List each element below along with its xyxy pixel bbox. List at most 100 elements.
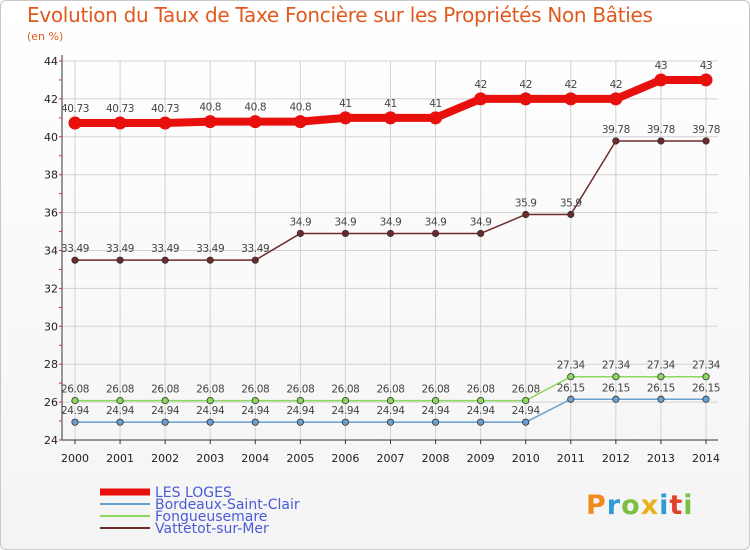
data-label: 40.8: [244, 102, 266, 114]
legend[interactable]: LES LOGESBordeaux-Saint-ClairFongueusema…: [100, 485, 300, 537]
data-point: [71, 396, 79, 405]
axes: 24 26 28 30 32 34 36 38 40 42 44 2000 2001 2002 2003 20…: [44, 55, 720, 465]
data-point: [519, 92, 533, 106]
data-label: 35.9: [560, 197, 582, 209]
data-point: [161, 256, 169, 264]
logo-letter: i: [659, 490, 670, 521]
data-point: [477, 229, 485, 238]
data-point: [116, 396, 124, 405]
data-point: [248, 115, 262, 129]
legend-label: Vattetot-sur-Mer: [155, 521, 269, 537]
data-label: 24.94: [467, 405, 496, 417]
y-tick-label: 40: [44, 131, 58, 144]
gridlines: [62, 60, 718, 441]
data-point: [474, 92, 488, 106]
x-tick-label: 2012: [602, 452, 630, 465]
data-label: 34.9: [425, 216, 447, 228]
data-label: 41: [384, 98, 397, 110]
x-tick-label: 2007: [377, 452, 405, 465]
data-point: [477, 396, 485, 405]
data-point: [429, 111, 443, 125]
data-label: 33.49: [196, 243, 224, 255]
x-tick-label: 2006: [331, 452, 359, 465]
data-point: [522, 396, 530, 405]
y-tick-label: 32: [44, 282, 58, 295]
logo-letter: i: [683, 490, 694, 521]
data-label: 40.8: [289, 102, 311, 114]
data-point: [68, 116, 82, 130]
data-point: [702, 137, 710, 145]
data-label: 41: [339, 98, 352, 110]
data-point: [71, 418, 79, 426]
data-label: 26.08: [196, 384, 224, 396]
data-point: [612, 373, 620, 381]
data-point: [702, 373, 710, 381]
data-label: 35.9: [515, 197, 537, 209]
data-label: 26.08: [376, 384, 404, 396]
data-point: [386, 396, 395, 405]
proxiti-logo: Proxiti: [586, 490, 694, 521]
y-tick-label: 30: [44, 320, 58, 333]
data-point: [567, 373, 575, 381]
data-label: 34.9: [380, 216, 402, 228]
data-label: 34.9: [470, 216, 492, 228]
data-label: 26.08: [286, 384, 314, 396]
data-label: 24.94: [241, 405, 270, 417]
data-label: 39.78: [692, 124, 720, 136]
data-label: 24.94: [422, 405, 451, 417]
data-label: 39.78: [647, 124, 675, 136]
x-tick-label: 2009: [467, 452, 495, 465]
data-label: 43: [700, 60, 713, 72]
data-point: [386, 418, 395, 426]
data-label: 26.08: [422, 384, 450, 396]
logo-letter: o: [621, 490, 641, 521]
data-label: 26.08: [512, 384, 540, 396]
data-label: 26.15: [647, 382, 675, 394]
data-label: 33.49: [61, 243, 89, 255]
logo-letter: x: [640, 490, 660, 521]
data-label: 39.78: [602, 124, 630, 136]
data-label: 26.08: [241, 384, 269, 396]
data-point: [386, 229, 395, 238]
x-tick-label: 2011: [557, 452, 585, 465]
data-point: [206, 418, 214, 426]
data-label: 26.15: [557, 382, 585, 394]
data-label: 27.34: [692, 360, 721, 372]
data-point: [158, 116, 172, 130]
x-tick-label: 2002: [151, 452, 179, 465]
data-point: [699, 73, 713, 87]
x-tick-label: 2005: [286, 452, 314, 465]
legend-label: Bordeaux-Saint-Clair: [155, 497, 300, 513]
data-point: [522, 418, 530, 426]
data-label: 26.08: [106, 384, 134, 396]
y-tick-label: 26: [44, 396, 58, 409]
y-tick-label: 28: [44, 358, 58, 371]
data-label: 42: [519, 79, 532, 91]
data-point: [251, 396, 259, 405]
y-axis-unit: (en %): [27, 30, 64, 43]
y-tick-label: 38: [44, 169, 58, 182]
data-label: 26.08: [467, 384, 495, 396]
data-label: 40.73: [61, 103, 89, 115]
data-point: [567, 210, 575, 219]
data-point: [161, 418, 169, 426]
data-point: [116, 256, 124, 264]
logo-letter: t: [669, 490, 684, 521]
y-tick-label: 44: [44, 55, 58, 68]
data-point: [477, 418, 485, 426]
data-label: 24.94: [106, 405, 135, 417]
data-point: [161, 396, 169, 405]
x-tick-label: 2004: [241, 452, 269, 465]
data-label: 24.94: [196, 405, 225, 417]
data-point: [654, 73, 668, 87]
y-tick-label: 42: [44, 93, 58, 106]
data-label: 33.49: [106, 243, 134, 255]
data-label: 43: [655, 60, 668, 72]
x-tick-label: 2014: [692, 452, 720, 465]
data-point: [431, 229, 440, 238]
y-tick-label: 24: [44, 434, 58, 447]
data-point: [564, 92, 578, 106]
data-point: [384, 111, 397, 125]
data-label: 34.9: [289, 216, 311, 228]
x-tick-label: 2008: [422, 452, 450, 465]
